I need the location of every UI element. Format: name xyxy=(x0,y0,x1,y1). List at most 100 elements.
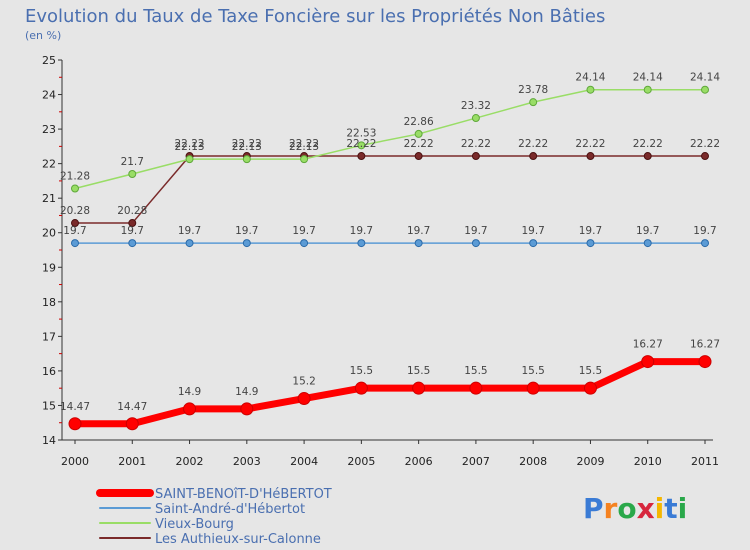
data-label: 16.27 xyxy=(690,339,720,351)
data-label: 19.7 xyxy=(350,225,373,237)
x-tick-label: 2008 xyxy=(519,455,547,468)
data-label: 19.7 xyxy=(521,225,544,237)
data-label: 21.28 xyxy=(60,171,90,183)
data-label: 24.14 xyxy=(575,72,605,84)
data-point xyxy=(71,219,79,228)
data-point xyxy=(242,155,251,164)
proxiti-logo: Proxiti xyxy=(583,492,687,525)
data-label: 15.5 xyxy=(407,365,430,377)
x-tick-label: 2006 xyxy=(405,455,433,468)
brand-letter: i xyxy=(655,492,665,525)
data-label: 14.47 xyxy=(117,401,147,413)
data-point xyxy=(701,152,709,161)
x-tick-label: 2007 xyxy=(462,455,490,468)
series-layer xyxy=(68,85,712,431)
data-label: 15.5 xyxy=(521,365,544,377)
y-tick-label: 18 xyxy=(42,296,56,309)
y-tick-label: 22 xyxy=(42,158,56,171)
data-point xyxy=(68,417,82,431)
data-label: 22.86 xyxy=(404,116,434,128)
data-point xyxy=(701,239,709,248)
data-point xyxy=(586,85,595,94)
data-point xyxy=(71,184,79,193)
data-point xyxy=(297,392,311,406)
data-label: 23.78 xyxy=(518,84,548,96)
data-point xyxy=(583,381,597,395)
data-label: 22.22 xyxy=(232,138,262,150)
data-point xyxy=(526,381,540,395)
data-point xyxy=(412,381,426,395)
data-label: 22.22 xyxy=(633,138,663,150)
brand-letter: i xyxy=(678,492,688,525)
data-label: 24.14 xyxy=(690,72,720,84)
data-label: 22.13 xyxy=(232,141,262,153)
data-label: 22.22 xyxy=(518,138,548,150)
chart-unit: (en %) xyxy=(25,29,61,42)
data-point xyxy=(354,381,368,395)
data-point xyxy=(469,381,483,395)
brand-letter: x xyxy=(637,492,655,525)
x-tick-label: 2011 xyxy=(691,455,719,468)
data-point xyxy=(471,239,480,248)
brand-text: Proxiti xyxy=(583,492,687,525)
data-point xyxy=(185,155,194,164)
x-tick-label: 2002 xyxy=(176,455,204,468)
brand-letter: t xyxy=(664,492,677,525)
series-line xyxy=(74,88,706,190)
data-point xyxy=(242,239,251,248)
data-label: 22.22 xyxy=(346,138,376,150)
data-label: 19.7 xyxy=(121,225,144,237)
data-label: 19.7 xyxy=(464,225,487,237)
data-label: 22.22 xyxy=(175,138,205,150)
data-label: 14.9 xyxy=(235,386,258,398)
data-label: 19.7 xyxy=(292,225,315,237)
y-tick-label: 15 xyxy=(42,399,56,412)
data-label: 22.13 xyxy=(289,141,319,153)
data-label: 19.7 xyxy=(235,225,258,237)
y-tick-label: 16 xyxy=(42,365,56,378)
data-label: 14.9 xyxy=(178,386,201,398)
legend: SAINT-BENOîT-D'HéBERTOTSaint-André-d'Héb… xyxy=(96,487,332,547)
labels-layer: 14.47 14.47 14.9 14.9 15.2 15.5 15.5 15.5 15.5 15… xyxy=(60,72,720,413)
y-tick-label: 24 xyxy=(42,89,56,102)
y-tick-label: 17 xyxy=(42,330,56,343)
legend-label: Saint-André-d'Hébertot xyxy=(155,502,305,517)
data-point xyxy=(643,152,652,161)
data-label: 20.28 xyxy=(60,205,90,217)
data-point xyxy=(471,114,480,123)
y-tick-label: 14 xyxy=(42,434,56,447)
legend-label: Vieux-Bourg xyxy=(155,517,234,532)
data-label: 19.7 xyxy=(636,225,659,237)
data-label: 15.5 xyxy=(464,365,487,377)
series-line xyxy=(71,358,709,428)
data-label: 19.7 xyxy=(178,225,201,237)
data-point xyxy=(643,239,652,248)
data-point xyxy=(240,402,254,416)
data-point xyxy=(71,239,79,248)
data-label: 24.14 xyxy=(633,72,663,84)
data-label: 19.7 xyxy=(693,225,716,237)
data-point xyxy=(471,152,480,161)
data-point xyxy=(128,239,137,248)
data-label: 23.32 xyxy=(461,100,491,112)
legend-label: Les Authieux-sur-Calonne xyxy=(155,532,321,547)
data-point xyxy=(300,239,309,248)
data-point xyxy=(529,239,538,248)
data-label: 22.53 xyxy=(346,127,376,139)
axes: 14 15 16 17 18 19 20 21 22 23 24 25 2000 2001 2002 2003… xyxy=(42,54,719,468)
data-point xyxy=(701,85,709,94)
data-point xyxy=(529,98,538,107)
brand-letter: o xyxy=(617,492,636,525)
data-point xyxy=(586,152,595,161)
y-tick-label: 25 xyxy=(42,54,56,67)
data-point xyxy=(357,239,366,248)
brand-letter: P xyxy=(583,492,604,525)
data-point xyxy=(128,219,137,228)
data-label: 22.22 xyxy=(289,138,319,150)
y-tick-label: 23 xyxy=(42,123,56,136)
data-label: 15.5 xyxy=(579,365,602,377)
data-point xyxy=(300,155,309,164)
y-tick-label: 20 xyxy=(42,227,56,240)
